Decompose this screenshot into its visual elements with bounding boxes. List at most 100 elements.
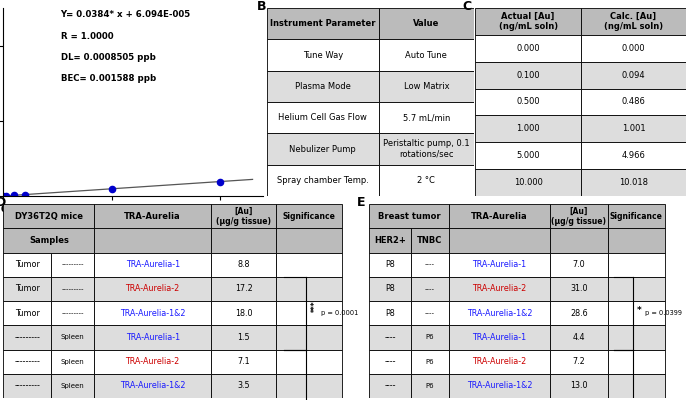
FancyBboxPatch shape: [448, 277, 550, 301]
Text: Spleen: Spleen: [61, 334, 84, 340]
Text: 3.5: 3.5: [237, 381, 250, 390]
FancyBboxPatch shape: [3, 277, 50, 301]
FancyBboxPatch shape: [95, 325, 211, 350]
Text: ----: ----: [425, 286, 435, 292]
Text: Significance: Significance: [609, 212, 663, 221]
FancyBboxPatch shape: [276, 325, 342, 350]
FancyBboxPatch shape: [95, 374, 211, 398]
Text: Calc. [Au]
(ng/mL soln): Calc. [Au] (ng/mL soln): [604, 12, 663, 31]
Text: P6: P6: [426, 359, 434, 365]
FancyBboxPatch shape: [550, 374, 607, 398]
FancyBboxPatch shape: [3, 350, 50, 374]
Text: P6: P6: [426, 334, 434, 340]
FancyBboxPatch shape: [95, 277, 211, 301]
FancyBboxPatch shape: [550, 325, 607, 350]
Text: 18.0: 18.0: [235, 309, 252, 318]
FancyBboxPatch shape: [370, 301, 410, 325]
FancyBboxPatch shape: [50, 325, 95, 350]
FancyBboxPatch shape: [211, 350, 276, 374]
Text: C: C: [463, 0, 472, 14]
Text: TRA-Aurelia: TRA-Aurelia: [471, 212, 528, 221]
FancyBboxPatch shape: [607, 350, 665, 374]
FancyBboxPatch shape: [3, 325, 50, 350]
Text: 10.000: 10.000: [513, 178, 542, 187]
FancyBboxPatch shape: [607, 325, 665, 350]
Text: 8.8: 8.8: [238, 260, 250, 269]
FancyBboxPatch shape: [410, 325, 448, 350]
Text: 0.094: 0.094: [622, 71, 645, 80]
FancyBboxPatch shape: [475, 116, 581, 142]
FancyBboxPatch shape: [379, 71, 474, 102]
FancyBboxPatch shape: [3, 374, 50, 398]
Text: TRA-Aurelia-2: TRA-Aurelia-2: [473, 284, 527, 293]
Text: ---------: ---------: [15, 381, 40, 390]
FancyBboxPatch shape: [550, 228, 607, 252]
Point: [106, 186, 117, 192]
FancyBboxPatch shape: [211, 252, 276, 277]
FancyBboxPatch shape: [50, 252, 95, 277]
Text: 17.2: 17.2: [235, 284, 252, 293]
Text: TRA-Aurelia-1: TRA-Aurelia-1: [126, 333, 180, 342]
Text: 0.000: 0.000: [622, 44, 645, 53]
Text: DY36T2Q mice: DY36T2Q mice: [15, 212, 83, 221]
FancyBboxPatch shape: [581, 116, 686, 142]
Text: 7.1: 7.1: [237, 357, 250, 366]
Text: HER2+: HER2+: [374, 236, 406, 245]
FancyBboxPatch shape: [276, 374, 342, 398]
Text: [Au]
(µg/g tissue): [Au] (µg/g tissue): [216, 206, 271, 226]
FancyBboxPatch shape: [475, 35, 581, 62]
Text: p = 0.0001: p = 0.0001: [321, 310, 359, 316]
Text: 1.000: 1.000: [516, 124, 540, 133]
Text: ---------: ---------: [15, 333, 40, 342]
Text: Actual [Au]
(ng/mL soln): Actual [Au] (ng/mL soln): [499, 12, 558, 31]
Text: p = 0.0399: p = 0.0399: [645, 310, 682, 316]
FancyBboxPatch shape: [448, 228, 550, 252]
FancyBboxPatch shape: [410, 301, 448, 325]
Text: Helium Cell Gas Flow: Helium Cell Gas Flow: [278, 113, 367, 122]
FancyBboxPatch shape: [448, 325, 550, 350]
Text: 10.018: 10.018: [619, 178, 648, 187]
FancyBboxPatch shape: [581, 169, 686, 196]
FancyBboxPatch shape: [550, 252, 607, 277]
FancyBboxPatch shape: [50, 350, 95, 374]
Text: 7.2: 7.2: [573, 357, 585, 366]
FancyBboxPatch shape: [379, 165, 474, 196]
Text: Peristaltic pump, 0.1
rotations/sec: Peristaltic pump, 0.1 rotations/sec: [383, 139, 470, 159]
Text: 0.486: 0.486: [621, 98, 645, 106]
Text: 5.7 mL/min: 5.7 mL/min: [403, 113, 450, 122]
Text: 28.6: 28.6: [570, 309, 588, 318]
Text: TRA-Aurelia-2: TRA-Aurelia-2: [473, 357, 527, 366]
Text: TNBC: TNBC: [417, 236, 442, 245]
FancyBboxPatch shape: [379, 133, 474, 165]
Text: Value: Value: [413, 19, 439, 28]
FancyBboxPatch shape: [3, 204, 95, 228]
FancyBboxPatch shape: [211, 204, 276, 228]
FancyBboxPatch shape: [607, 204, 665, 228]
FancyBboxPatch shape: [95, 228, 211, 252]
Text: TRA-Aurelia-2: TRA-Aurelia-2: [126, 357, 180, 366]
Text: TRA-Aurelia-1: TRA-Aurelia-1: [126, 260, 180, 269]
FancyBboxPatch shape: [95, 350, 211, 374]
Text: D: D: [0, 196, 6, 209]
Text: *: *: [637, 306, 642, 315]
Text: Tumor: Tumor: [15, 260, 39, 269]
FancyBboxPatch shape: [379, 39, 474, 71]
FancyBboxPatch shape: [379, 8, 474, 39]
Text: ----: ----: [425, 310, 435, 316]
FancyBboxPatch shape: [550, 204, 607, 228]
FancyBboxPatch shape: [3, 228, 95, 252]
FancyBboxPatch shape: [448, 301, 550, 325]
FancyBboxPatch shape: [550, 277, 607, 301]
Text: Tune Way: Tune Way: [303, 50, 343, 60]
Point: [19, 191, 30, 198]
FancyBboxPatch shape: [581, 62, 686, 88]
Text: 31.0: 31.0: [570, 284, 587, 293]
FancyBboxPatch shape: [370, 325, 410, 350]
Text: R = 1.0000: R = 1.0000: [61, 32, 113, 42]
Text: ----: ----: [384, 333, 396, 342]
FancyBboxPatch shape: [50, 374, 95, 398]
Text: B: B: [256, 0, 266, 14]
FancyBboxPatch shape: [267, 39, 379, 71]
Text: 2 °C: 2 °C: [417, 176, 435, 185]
FancyBboxPatch shape: [50, 301, 95, 325]
